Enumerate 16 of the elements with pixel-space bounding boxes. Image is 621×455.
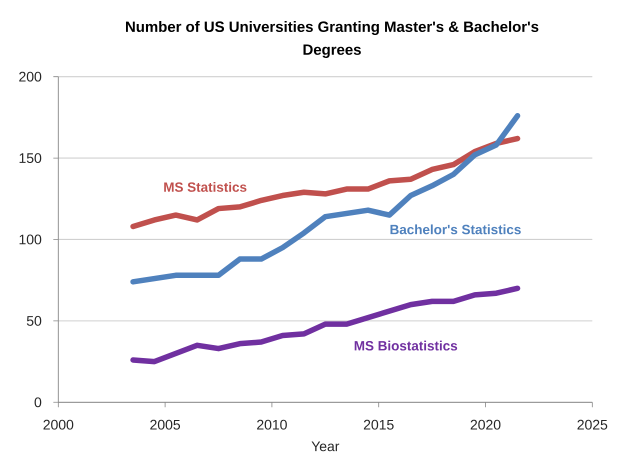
series-label: MS Statistics — [164, 182, 246, 192]
x-tick-label: 2020 — [470, 420, 500, 430]
y-tick-label: 100 — [20, 234, 42, 244]
y-tick-label: 0 — [34, 397, 42, 408]
y-tick-label: 50 — [26, 316, 42, 326]
chart-title: Number of US Universities Granting Master's & Bachelor's Degrees — [126, 21, 538, 58]
x-tick-label: 2000 — [43, 420, 74, 430]
x-axis-title: Year — [312, 442, 340, 452]
x-tick-label: 2010 — [257, 420, 287, 430]
x-tick-label: 2005 — [150, 420, 180, 430]
x-tick-label: 2015 — [364, 420, 394, 430]
y-tick-label: 150 — [20, 153, 42, 164]
series-label: Bachelor's Statistics — [390, 224, 521, 234]
x-tick-label: 2025 — [577, 420, 608, 430]
y-tick-label: 200 — [19, 72, 42, 82]
series-label: MS Biostatistics — [354, 340, 458, 351]
